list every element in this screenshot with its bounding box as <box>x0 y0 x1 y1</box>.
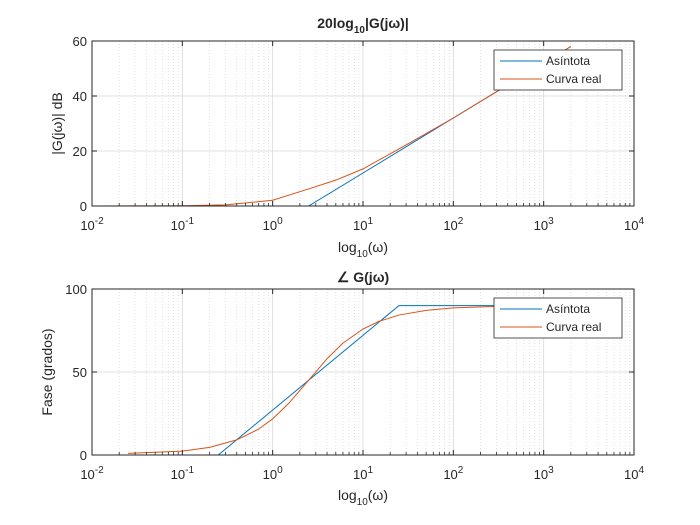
y-axis-label: Fase (grados) <box>39 328 55 415</box>
y-tick-label: 0 <box>80 448 87 463</box>
y-tick-label: 40 <box>73 89 87 104</box>
y-tick-label: 20 <box>73 144 87 159</box>
x-tick-label: 103 <box>534 216 554 233</box>
x-tick-label: 102 <box>443 216 463 233</box>
x-tick-label: 103 <box>534 465 554 482</box>
legend: Asíntota Curva real <box>493 49 623 91</box>
y-axis-label: |G(jω)| dB <box>49 92 65 155</box>
legend-box <box>493 49 623 91</box>
x-tick-label: 10-2 <box>80 465 104 482</box>
x-tick-label: 102 <box>443 465 463 482</box>
y-tick-label: 0 <box>80 199 87 214</box>
legend-entry: Curva real <box>546 72 601 86</box>
y-tick-label: 100 <box>65 282 87 297</box>
x-tick-label: 10-1 <box>171 216 195 233</box>
series-line-curva-real <box>127 305 571 454</box>
x-axis-label: log10(ω) <box>338 239 388 260</box>
x-tick-label: 10-2 <box>80 216 104 233</box>
y-tick-label: 50 <box>73 365 87 380</box>
x-tick-label: 10-1 <box>171 465 195 482</box>
x-tick-label: 104 <box>624 465 644 482</box>
legend-entry: Asíntota <box>546 302 590 316</box>
magnitude-plot: 10-2 10-1 100 101 102 103 104 0 20 40 60 20log10|G(… <box>49 15 644 260</box>
legend-box <box>493 297 623 339</box>
x-tick-label: 100 <box>263 216 283 233</box>
chart-title: ∠ G(jω) <box>337 269 389 285</box>
x-axis-label: log10(ω) <box>338 487 388 508</box>
x-tick-label: 101 <box>353 216 373 233</box>
x-tick-label: 104 <box>624 216 644 233</box>
x-tick-label: 100 <box>263 465 283 482</box>
chart-title: 20log10|G(jω)| <box>317 15 408 36</box>
legend-entry: Curva real <box>546 320 601 334</box>
y-tick-label: 60 <box>73 34 87 49</box>
x-tick-label: 101 <box>353 465 373 482</box>
series-line-curva-real <box>91 46 572 207</box>
phase-plot: 10-2 10-1 100 101 102 103 104 0 50 100 ∠ G(jω) log1… <box>39 269 644 508</box>
legend: Asíntota Curva real <box>493 297 623 339</box>
legend-entry: Asíntota <box>546 54 590 68</box>
